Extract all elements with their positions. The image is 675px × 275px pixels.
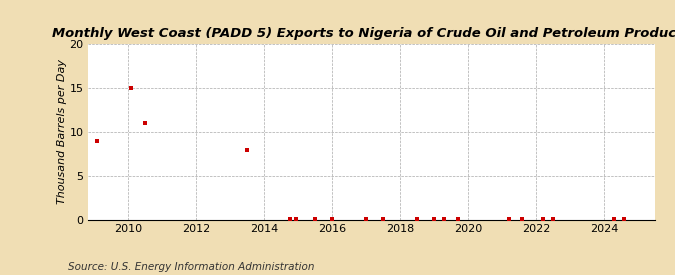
Point	[242, 147, 252, 152]
Point	[327, 217, 338, 221]
Point	[517, 217, 528, 221]
Point	[412, 217, 423, 221]
Point	[140, 121, 151, 125]
Point	[439, 216, 450, 221]
Point	[547, 217, 558, 221]
Title: Monthly West Coast (PADD 5) Exports to Nigeria of Crude Oil and Petroleum Produc: Monthly West Coast (PADD 5) Exports to N…	[52, 27, 675, 40]
Point	[92, 139, 103, 143]
Point	[284, 216, 295, 221]
Point	[619, 217, 630, 221]
Text: Source: U.S. Energy Information Administration: Source: U.S. Energy Information Administ…	[68, 262, 314, 272]
Point	[537, 216, 548, 221]
Point	[378, 217, 389, 221]
Point	[310, 217, 321, 221]
Point	[452, 217, 463, 221]
Point	[290, 217, 301, 221]
Point	[360, 217, 371, 221]
Point	[504, 217, 514, 221]
Point	[126, 86, 136, 90]
Point	[429, 216, 439, 221]
Point	[609, 217, 620, 221]
Y-axis label: Thousand Barrels per Day: Thousand Barrels per Day	[57, 59, 67, 205]
